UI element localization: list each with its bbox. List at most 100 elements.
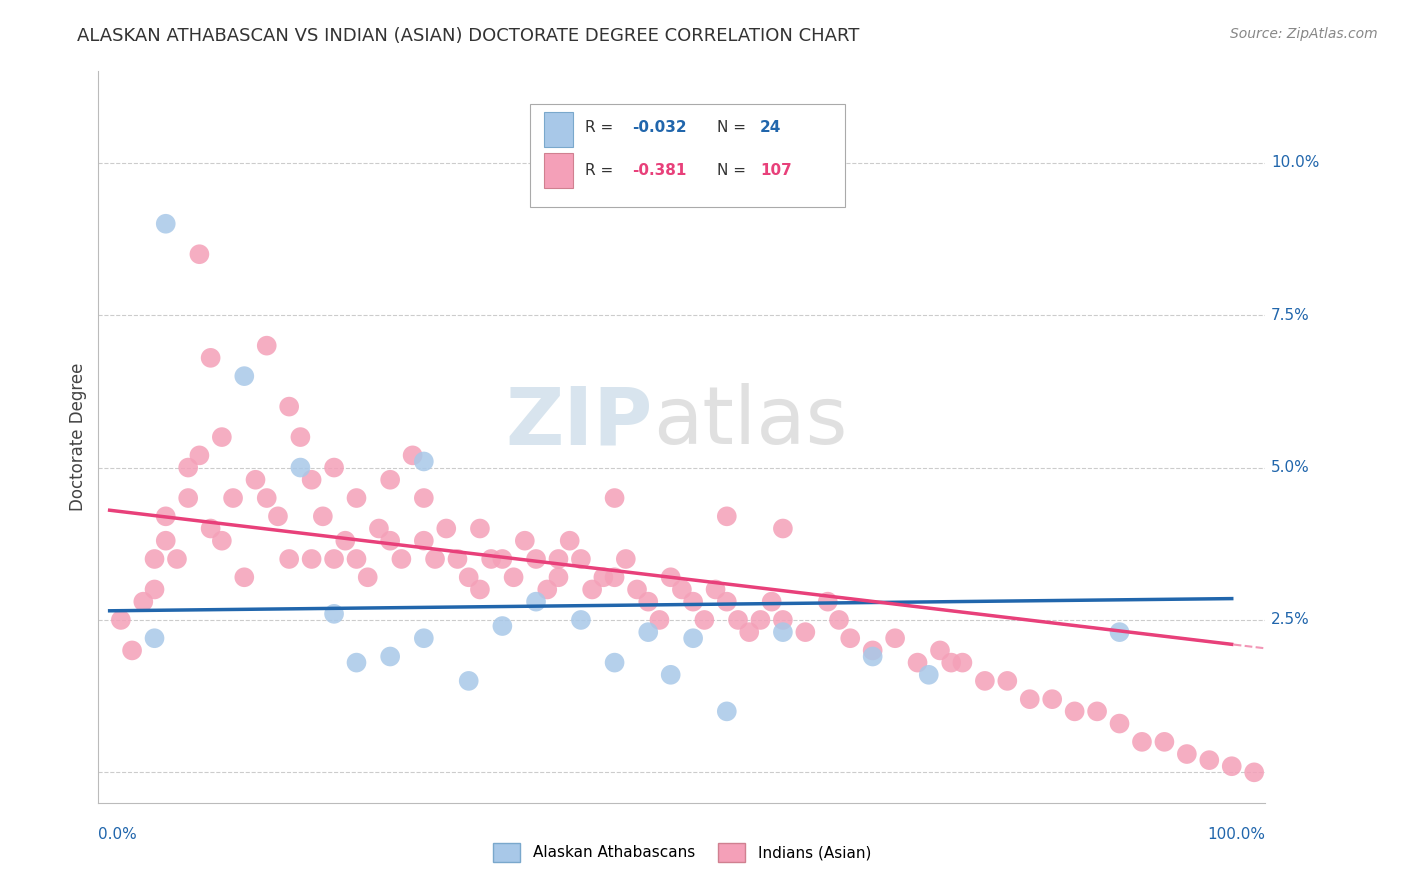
Point bbox=[581, 582, 603, 597]
Point bbox=[479, 552, 502, 566]
Point bbox=[648, 613, 671, 627]
Point bbox=[211, 430, 233, 444]
Point bbox=[412, 491, 434, 505]
Point bbox=[524, 552, 547, 566]
Point bbox=[569, 552, 592, 566]
Point bbox=[682, 632, 704, 646]
Point bbox=[380, 473, 402, 487]
Point bbox=[1220, 759, 1243, 773]
Point bbox=[368, 521, 391, 535]
Point bbox=[401, 448, 423, 462]
Point bbox=[952, 656, 974, 670]
Point bbox=[380, 649, 402, 664]
Point bbox=[995, 673, 1018, 688]
Point bbox=[155, 217, 177, 231]
Point bbox=[143, 632, 166, 646]
Point bbox=[211, 533, 233, 548]
Point bbox=[929, 643, 952, 657]
Point bbox=[1108, 625, 1130, 640]
Point bbox=[1243, 765, 1265, 780]
Point bbox=[278, 400, 301, 414]
Point bbox=[290, 460, 312, 475]
Text: R =: R = bbox=[585, 162, 619, 178]
Point bbox=[772, 613, 794, 627]
Point bbox=[290, 430, 312, 444]
Point bbox=[772, 625, 794, 640]
Point bbox=[592, 570, 614, 584]
FancyBboxPatch shape bbox=[544, 112, 574, 146]
Text: -0.032: -0.032 bbox=[631, 120, 686, 136]
Point bbox=[256, 338, 278, 352]
Point bbox=[862, 643, 884, 657]
Point bbox=[513, 533, 536, 548]
Point bbox=[412, 454, 434, 468]
Legend: Alaskan Athabascans, Indians (Asian): Alaskan Athabascans, Indians (Asian) bbox=[486, 837, 877, 868]
Point bbox=[434, 521, 457, 535]
Text: R =: R = bbox=[585, 120, 619, 136]
FancyBboxPatch shape bbox=[530, 104, 845, 207]
Point bbox=[412, 533, 434, 548]
Point bbox=[693, 613, 716, 627]
Point bbox=[301, 552, 323, 566]
Point bbox=[166, 552, 188, 566]
Point bbox=[1085, 705, 1108, 719]
Point bbox=[1108, 716, 1130, 731]
Point bbox=[1175, 747, 1198, 761]
Point bbox=[772, 521, 794, 535]
Point bbox=[907, 656, 929, 670]
Text: N =: N = bbox=[717, 120, 751, 136]
Text: N =: N = bbox=[717, 162, 751, 178]
Point bbox=[177, 491, 200, 505]
Point bbox=[1040, 692, 1063, 706]
Point bbox=[256, 491, 278, 505]
Point bbox=[346, 552, 368, 566]
Point bbox=[389, 552, 412, 566]
Point bbox=[155, 509, 177, 524]
Point bbox=[143, 552, 166, 566]
Point bbox=[1063, 705, 1085, 719]
Point bbox=[1018, 692, 1040, 706]
Point bbox=[884, 632, 907, 646]
Point bbox=[626, 582, 648, 597]
Point bbox=[412, 632, 434, 646]
Point bbox=[1153, 735, 1175, 749]
Text: -0.381: -0.381 bbox=[631, 162, 686, 178]
Point bbox=[637, 594, 659, 608]
Point bbox=[524, 594, 547, 608]
Point bbox=[491, 619, 513, 633]
Point bbox=[828, 613, 851, 627]
Point bbox=[200, 521, 222, 535]
Point bbox=[716, 509, 738, 524]
Point bbox=[862, 649, 884, 664]
Text: 10.0%: 10.0% bbox=[1271, 155, 1319, 170]
Point bbox=[468, 521, 491, 535]
Point bbox=[301, 473, 323, 487]
Point bbox=[603, 656, 626, 670]
Point bbox=[704, 582, 727, 597]
Point bbox=[973, 673, 995, 688]
Point bbox=[323, 552, 346, 566]
Point bbox=[682, 594, 704, 608]
Point bbox=[839, 632, 862, 646]
Point bbox=[346, 656, 368, 670]
Point bbox=[491, 552, 513, 566]
Point bbox=[637, 625, 659, 640]
Point bbox=[323, 460, 346, 475]
Point bbox=[659, 667, 682, 681]
Text: 7.5%: 7.5% bbox=[1271, 308, 1310, 323]
Point bbox=[918, 667, 941, 681]
Point bbox=[380, 533, 402, 548]
Point bbox=[155, 533, 177, 548]
Point bbox=[536, 582, 558, 597]
Text: ZIP: ZIP bbox=[506, 384, 652, 461]
Text: 107: 107 bbox=[761, 162, 792, 178]
Point bbox=[457, 570, 479, 584]
Point bbox=[110, 613, 132, 627]
Point bbox=[132, 594, 155, 608]
Point bbox=[1198, 753, 1220, 767]
Point bbox=[761, 594, 783, 608]
Text: 5.0%: 5.0% bbox=[1271, 460, 1310, 475]
Point bbox=[794, 625, 817, 640]
Point bbox=[457, 673, 479, 688]
Text: Source: ZipAtlas.com: Source: ZipAtlas.com bbox=[1230, 27, 1378, 41]
